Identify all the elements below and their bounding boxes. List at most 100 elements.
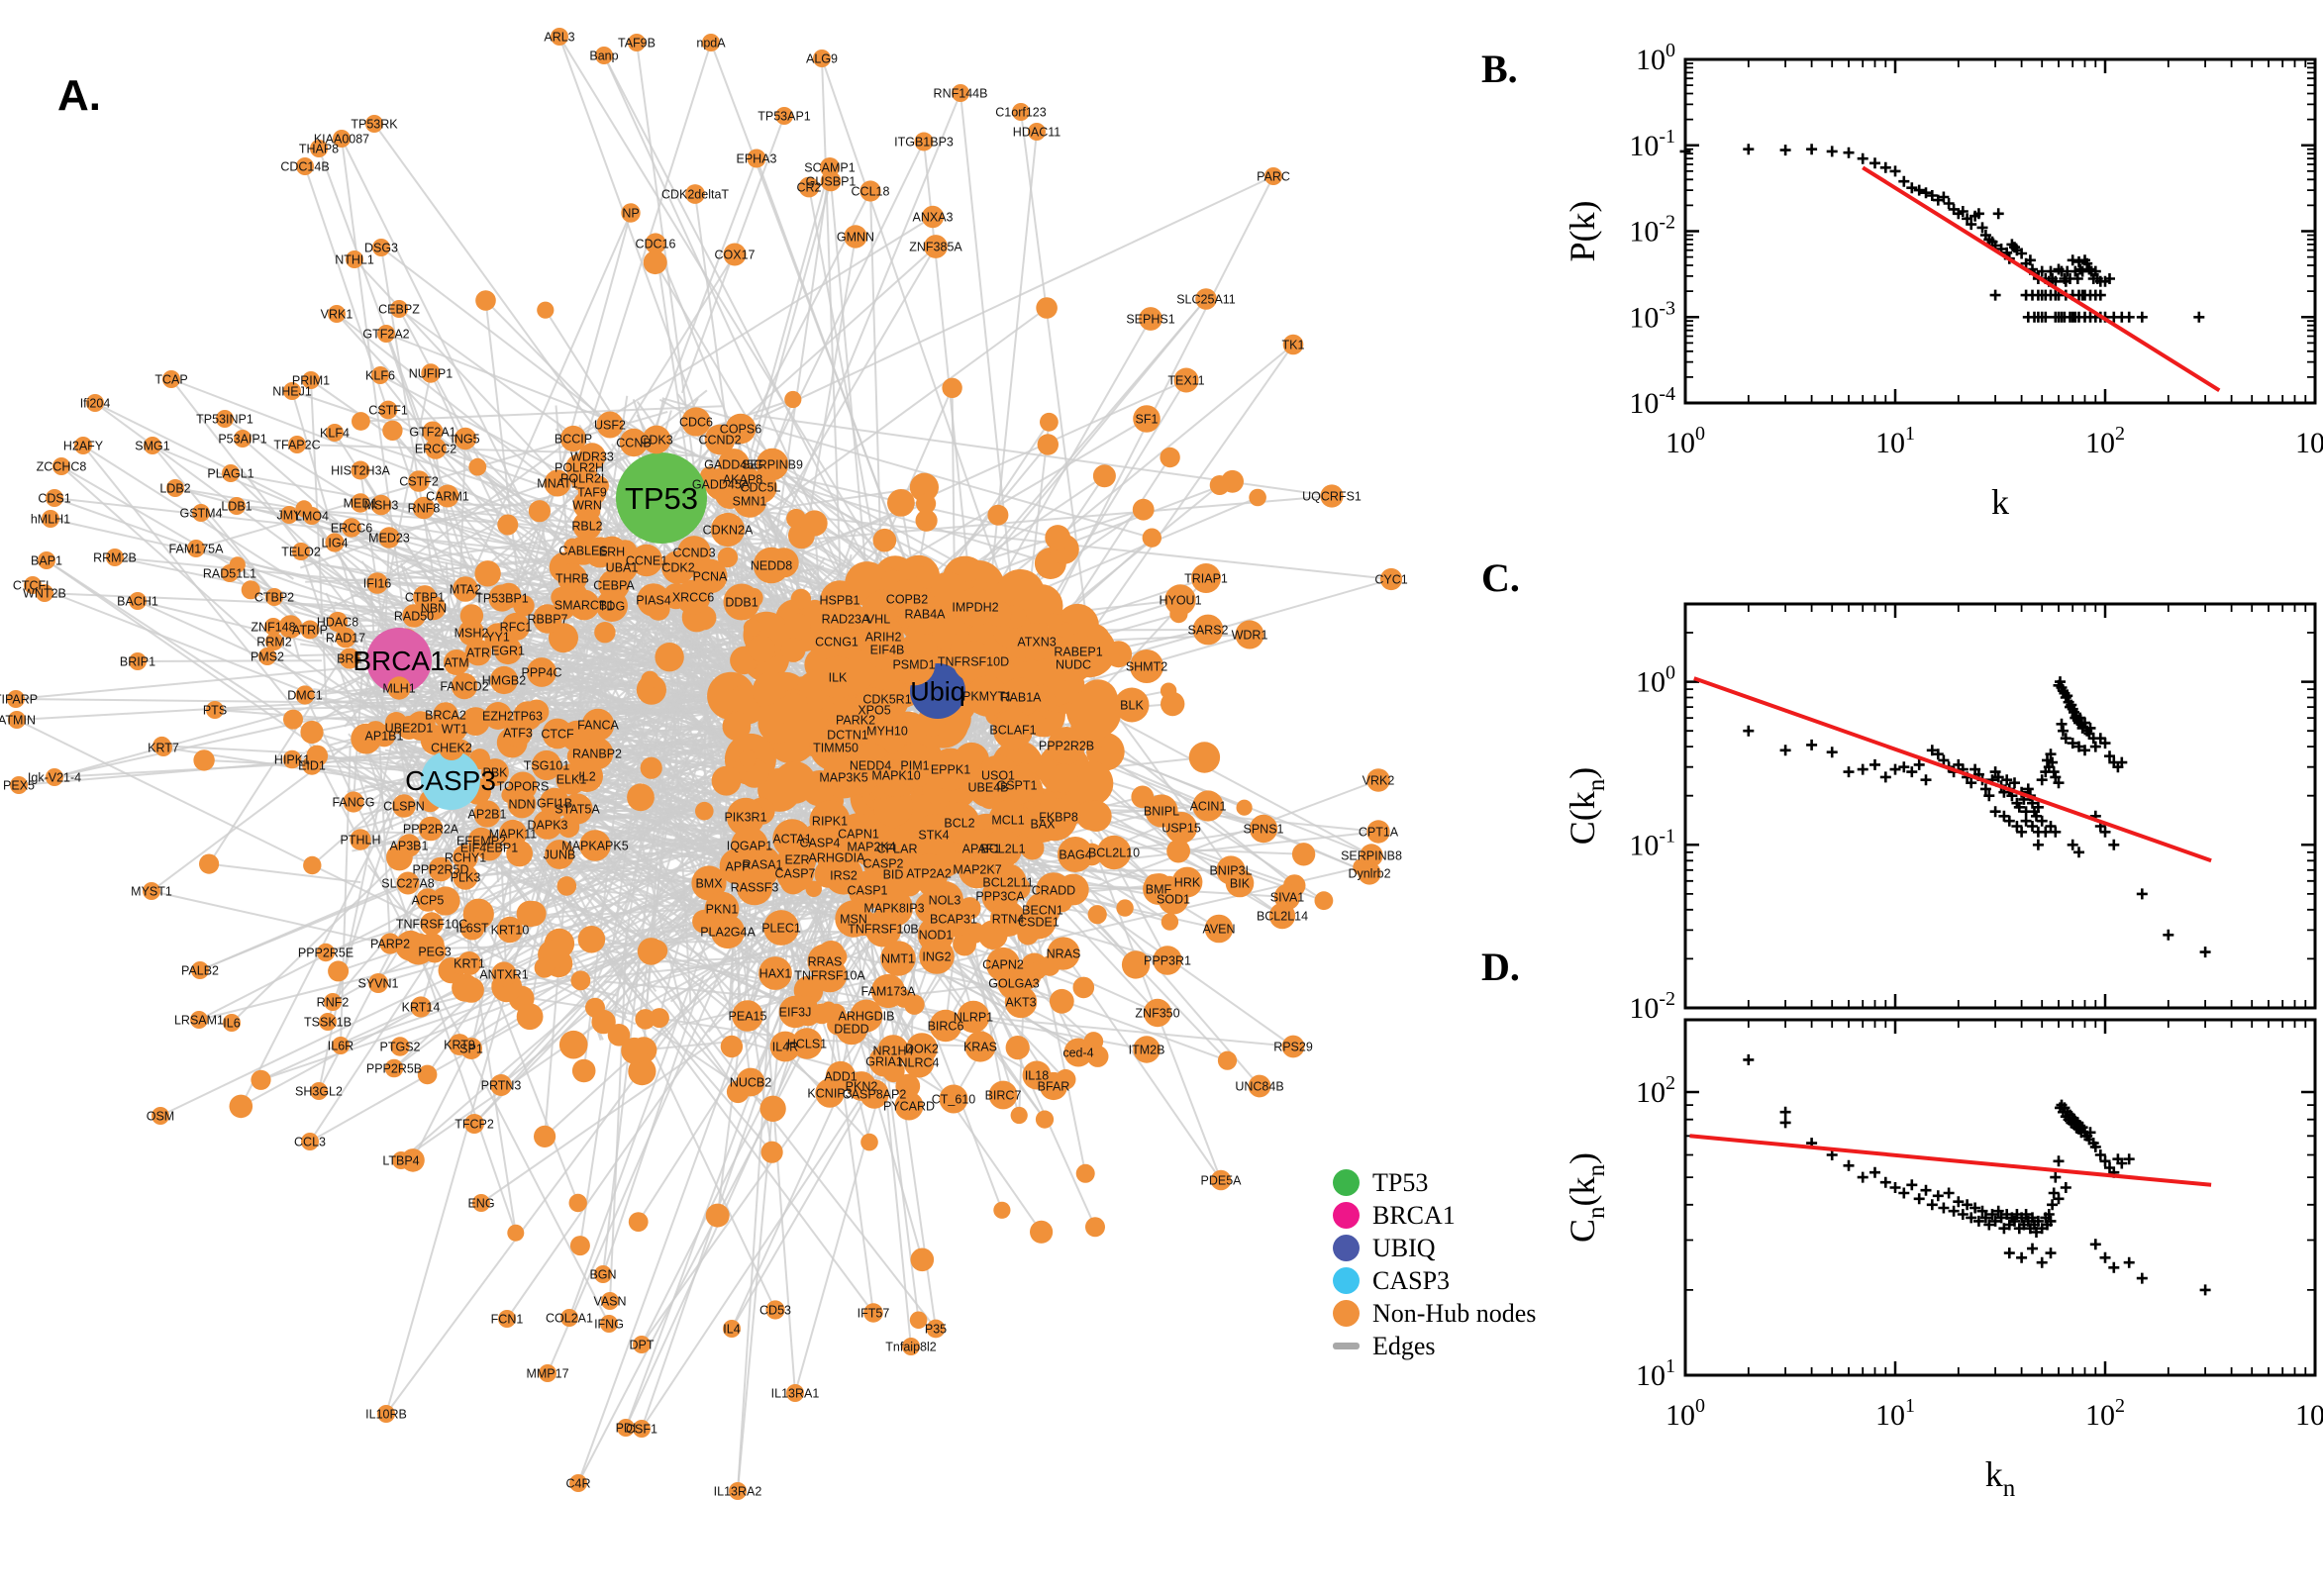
network-node xyxy=(1209,475,1230,495)
legend-label: Non-Hub nodes xyxy=(1372,1298,1537,1328)
network-node-label: IL6R xyxy=(328,1040,354,1053)
network-node xyxy=(835,1012,868,1046)
network-node-label: TELO2 xyxy=(281,546,321,559)
network-node xyxy=(953,641,994,682)
network-node xyxy=(484,702,512,730)
network-node xyxy=(1045,525,1071,550)
network-node xyxy=(760,1141,783,1163)
network-node xyxy=(569,1474,587,1492)
network-node xyxy=(1192,614,1224,646)
network-node xyxy=(759,1095,786,1123)
legend-item-tp53: TP53 xyxy=(1333,1166,1536,1199)
network-node-label: STK4 xyxy=(918,829,949,843)
network-node xyxy=(763,910,799,946)
network-node xyxy=(1320,484,1344,508)
network-node-label: PLEC1 xyxy=(761,922,801,936)
network-node xyxy=(877,1035,909,1066)
network-node xyxy=(581,708,615,742)
network-node xyxy=(387,676,411,700)
network-node xyxy=(223,1014,241,1032)
network-edge xyxy=(602,721,668,1275)
network-node-label: NBN xyxy=(421,602,447,616)
network-node xyxy=(1087,905,1107,925)
network-node-label: WT1 xyxy=(442,723,467,737)
network-node-label: IL13RA1 xyxy=(771,1387,820,1401)
network-node xyxy=(559,425,587,452)
network-node xyxy=(474,560,501,587)
network-node xyxy=(1264,167,1282,185)
network-node-label: RNF8 xyxy=(408,502,441,516)
network-node-label: BID xyxy=(883,868,904,882)
network-node-label: DCTN1 xyxy=(827,729,868,743)
network-node xyxy=(1160,447,1180,468)
network-node xyxy=(640,756,662,779)
network-node xyxy=(534,1125,556,1147)
network-node xyxy=(1028,123,1046,141)
axis-label: C(kn) xyxy=(1563,767,1610,846)
tick-label: 101 xyxy=(1636,1355,1675,1392)
network-node xyxy=(743,619,761,637)
network-node-label: XPO5 xyxy=(858,704,890,718)
network-node xyxy=(288,436,306,453)
network-node xyxy=(346,250,363,268)
network-node xyxy=(780,638,806,662)
network-node xyxy=(498,1310,516,1328)
network-node-label: NLRC4 xyxy=(899,1056,940,1070)
tick-label: 102 xyxy=(2085,1395,2125,1432)
network-node xyxy=(154,739,172,756)
network-node xyxy=(880,941,916,976)
network-node-label: IL10RB xyxy=(365,1408,407,1422)
network-node xyxy=(820,1001,837,1018)
network-node-label: ALG9 xyxy=(806,52,838,66)
network-node xyxy=(919,939,955,974)
network-node-label: KCNIP3 xyxy=(807,1087,852,1101)
network-node xyxy=(765,1300,785,1320)
network-node xyxy=(300,620,320,640)
network-node xyxy=(711,765,742,796)
network-node xyxy=(783,613,811,641)
tick-label: 101 xyxy=(1875,423,1915,459)
network-node-label: Dynlrb2 xyxy=(1348,867,1390,881)
network-node-label: BIRC6 xyxy=(928,1020,964,1034)
network-node-label: RAD23A xyxy=(822,613,870,627)
network-node xyxy=(1004,985,1038,1019)
network-node-label: RNF2 xyxy=(317,996,350,1010)
network-edge xyxy=(304,165,602,1042)
network-edge xyxy=(82,445,298,713)
network-node-label: CDC16 xyxy=(636,238,676,251)
network-node-label: IL6 xyxy=(223,1017,240,1031)
network-node-label: SP1 xyxy=(459,1043,483,1056)
network-node xyxy=(859,180,881,202)
network-node-label: POLR2H xyxy=(555,461,604,475)
network-node xyxy=(1143,998,1172,1028)
network-node xyxy=(310,1082,328,1100)
network-node-label: VRK2 xyxy=(1363,774,1395,788)
network-node xyxy=(496,916,524,944)
network-node xyxy=(870,973,906,1009)
network-node-label: CCL3 xyxy=(294,1136,326,1149)
network-node-label: NOD1 xyxy=(919,929,954,943)
network-node xyxy=(335,627,356,648)
network-node-label: CCNG1 xyxy=(815,636,858,649)
network-node xyxy=(702,34,720,51)
network-node xyxy=(953,932,976,956)
network-node-label: ITGB1BP3 xyxy=(894,136,954,150)
network-node xyxy=(675,579,711,615)
network-node-label: CDC6 xyxy=(679,416,713,430)
axis-label: P(k) xyxy=(1563,201,1602,262)
network-node xyxy=(326,424,344,442)
network-node xyxy=(280,506,298,524)
network-edge xyxy=(16,719,637,1026)
network-node-label: TAF9 xyxy=(577,486,607,500)
plot-frame xyxy=(1683,1018,2317,1377)
network-node xyxy=(372,724,396,748)
node-swatch-icon xyxy=(1333,1267,1360,1294)
network-node xyxy=(503,718,533,748)
network-node xyxy=(1020,836,1045,860)
network-node-label: PSMD1 xyxy=(892,658,935,672)
legend-item-non-hub-nodes: Non-Hub nodes xyxy=(1333,1297,1536,1330)
network-node-label: HIST2H3A xyxy=(331,464,390,478)
network-node-label: ATF3 xyxy=(503,727,533,741)
network-node-label: IFNG xyxy=(594,1318,624,1332)
network-node-label: BMX xyxy=(695,877,723,891)
